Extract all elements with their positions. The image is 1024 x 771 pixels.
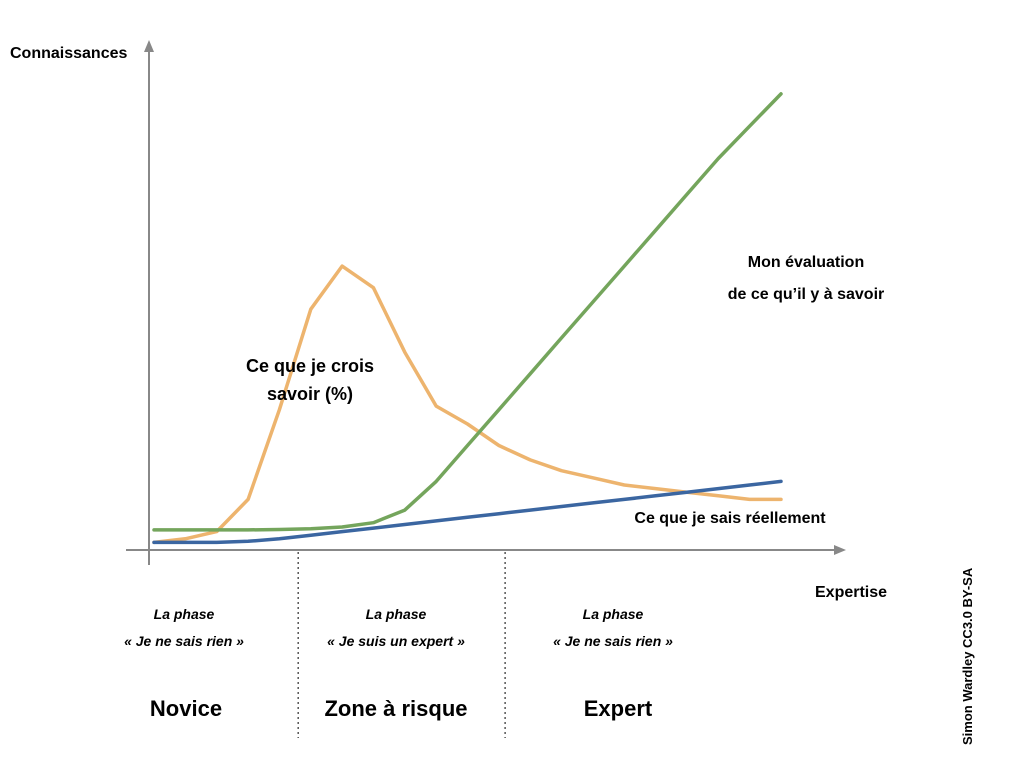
phase-3-quote: « Je ne sais rien » — [553, 633, 673, 649]
y-axis-label: Connaissances — [10, 45, 127, 62]
series-layer — [152, 92, 783, 545]
credit-text: Simon Wardley CC3.0 BY-SA — [960, 567, 975, 745]
series-line-actual — [152, 479, 783, 545]
series-line-believe — [152, 264, 783, 545]
phase-1-quote: « Je ne sais rien » — [124, 633, 244, 649]
phase-2-name: Zone à risque — [324, 696, 467, 721]
phase-3-subtitle: La phase — [583, 606, 644, 622]
phase-1-name: Novice — [150, 696, 222, 721]
phase-3-name: Expert — [584, 696, 653, 721]
series-line-evaluation — [152, 92, 783, 532]
annotation-actual: Ce que je sais réellement — [634, 510, 826, 527]
x-axis-label: Expertise — [815, 584, 887, 601]
annotation-evaluation-line2: de ce qu’il y à savoir — [728, 286, 885, 303]
annotation-evaluation-line1: Mon évaluation — [748, 254, 864, 271]
y-axis-arrow — [144, 40, 154, 52]
x-axis-arrow — [834, 545, 846, 555]
phase-1-subtitle: La phase — [154, 606, 215, 622]
phase-2-quote: « Je suis un expert » — [327, 633, 465, 649]
annotation-believe-line1: Ce que je crois — [246, 356, 374, 376]
annotation-believe-line2: savoir (%) — [267, 384, 353, 404]
phase-2-subtitle: La phase — [366, 606, 427, 622]
